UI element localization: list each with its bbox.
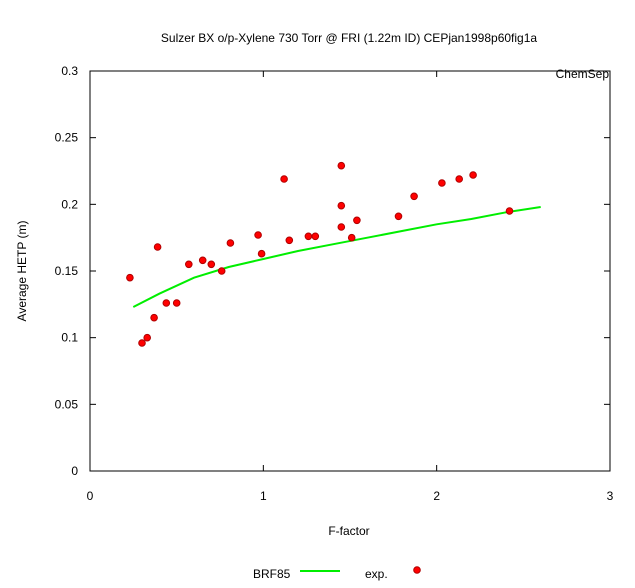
exp-data-point <box>143 333 151 342</box>
exp-data-point <box>410 192 418 201</box>
exp-data-point <box>311 232 320 241</box>
y-axis-ticks: 0 0.05 0.1 0.15 0.2 0.25 0.3 <box>55 64 610 478</box>
exp-data-point <box>257 249 266 258</box>
legend-exp-label: exp. <box>365 567 388 581</box>
series-line-brf85 <box>132 206 541 308</box>
y-tick-label: 0.05 <box>55 397 79 411</box>
y-tick-label: 0.15 <box>55 264 79 278</box>
exp-data-point <box>337 161 346 170</box>
x-tick-label: 1 <box>260 489 267 503</box>
legend: BRF85 exp. <box>253 566 421 581</box>
exp-data-point <box>162 299 171 307</box>
exp-data-point <box>172 299 181 307</box>
exp-data-point <box>505 207 514 215</box>
exp-data-point <box>353 216 361 225</box>
exp-data-point <box>226 239 235 247</box>
exp-data-point <box>347 233 356 242</box>
exp-data-point <box>198 256 207 265</box>
exp-data-point <box>150 313 158 322</box>
exp-data-point <box>207 260 216 269</box>
chart-title: Sulzer BX o/p-Xylene 730 Torr @ FRI (1.2… <box>161 31 537 45</box>
series-layer <box>126 161 541 347</box>
y-tick-label: 0.2 <box>61 197 78 211</box>
x-tick-label: 0 <box>87 489 94 503</box>
chemsep-watermark: ChemSep <box>556 67 610 81</box>
exp-data-point <box>469 171 477 179</box>
exp-data-point <box>217 267 226 275</box>
exp-data-point <box>138 339 146 347</box>
y-tick-label: 0.25 <box>55 131 79 145</box>
exp-data-point <box>185 260 193 269</box>
y-axis-label: Average HETP (m) <box>15 221 29 322</box>
legend-exp-marker <box>413 566 421 574</box>
exp-data-point <box>153 243 162 251</box>
x-tick-label: 3 <box>607 489 614 503</box>
exp-data-point <box>337 223 346 231</box>
exp-data-point <box>438 179 446 187</box>
exp-data-point <box>280 175 288 183</box>
plot-area <box>89 70 611 472</box>
exp-data-point <box>337 201 346 210</box>
exp-data-point <box>455 175 464 183</box>
x-tick-label: 2 <box>433 489 440 503</box>
y-tick-label: 0.3 <box>61 64 78 78</box>
exp-data-point <box>126 273 134 282</box>
legend-brf85-label: BRF85 <box>253 567 291 581</box>
exp-data-point <box>254 231 262 239</box>
x-axis-label: F-factor <box>328 524 369 538</box>
x-axis-ticks: 0 1 2 3 <box>87 71 614 503</box>
exp-data-point <box>304 232 313 241</box>
y-tick-label: 0 <box>71 464 78 478</box>
exp-data-point <box>285 236 294 245</box>
exp-data-point <box>394 212 403 221</box>
y-tick-label: 0.1 <box>61 331 78 345</box>
